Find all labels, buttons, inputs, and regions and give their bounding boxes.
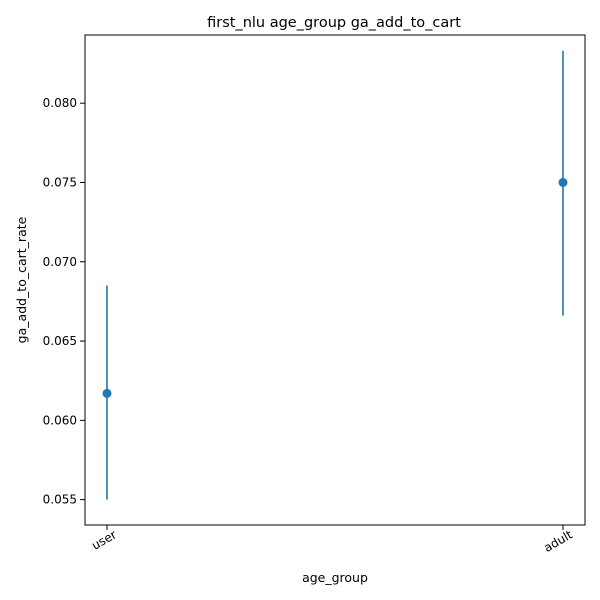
y-axis: 0.055 0.060 0.065 0.070 0.075 0.080 xyxy=(43,96,85,507)
x-axis-label: age_group xyxy=(302,570,368,585)
y-tick-label: 0.075 xyxy=(43,175,77,189)
x-tick-label: user xyxy=(89,527,119,552)
plot-frame xyxy=(84,34,586,526)
chart-title: first_nlu age_group ga_add_to_cart xyxy=(207,15,461,31)
y-tick-label: 0.060 xyxy=(43,413,77,427)
y-tick-label: 0.065 xyxy=(43,334,77,348)
y-tick-label: 0.070 xyxy=(43,255,77,269)
y-tick-label: 0.055 xyxy=(43,493,77,507)
x-axis: user adult xyxy=(89,525,575,555)
y-axis-label: ga_add_to_cart_rate xyxy=(14,216,29,343)
y-tick-label: 0.080 xyxy=(43,96,77,110)
data-point xyxy=(102,388,112,398)
x-tick-label: adult xyxy=(541,527,575,555)
data-point xyxy=(558,177,568,187)
data-marks xyxy=(102,50,568,500)
